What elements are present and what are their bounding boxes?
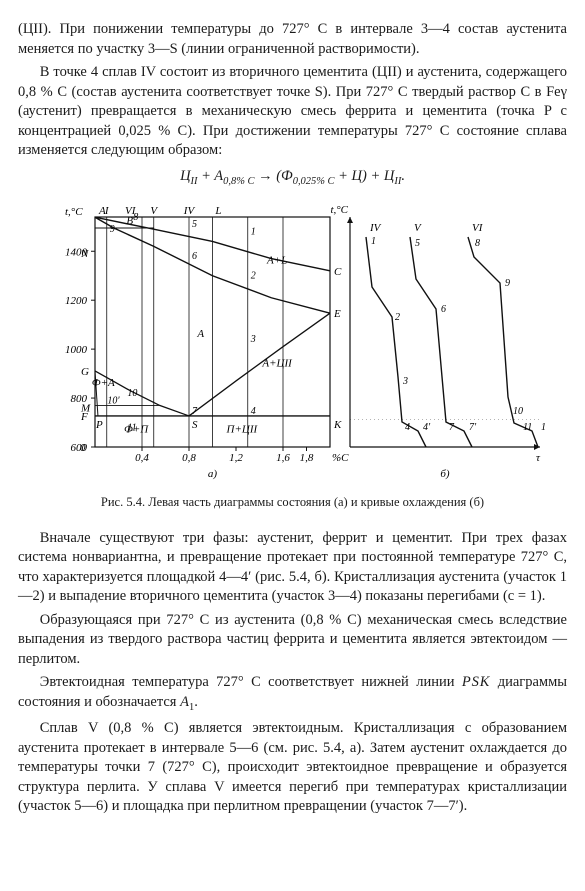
svg-text:t,°C: t,°C (330, 204, 348, 216)
svg-text:F: F (80, 411, 88, 423)
svg-text:C: C (334, 266, 342, 278)
svg-text:8: 8 (133, 212, 138, 223)
equation: ЦII + A0,8% С → (Ф0,025% С + Ц) + ЦII. (18, 167, 567, 189)
svg-text:0: 0 (80, 442, 86, 454)
svg-text:9: 9 (505, 278, 510, 289)
svg-text:IV: IV (369, 222, 382, 234)
svg-text:V: V (414, 222, 422, 234)
svg-text:1200: 1200 (65, 295, 88, 307)
svg-text:1: 1 (251, 226, 256, 237)
svg-text:2: 2 (395, 312, 400, 323)
svg-text:E: E (333, 308, 341, 320)
svg-text:1,8: 1,8 (300, 452, 314, 464)
svg-text:10: 10 (127, 388, 137, 399)
svg-text:K: K (333, 419, 342, 431)
svg-text:4: 4 (405, 422, 410, 433)
svg-text:1,6: 1,6 (276, 452, 290, 464)
svg-text:A+ЦII: A+ЦII (261, 357, 293, 369)
para-2: В точке 4 сплав IV состоит из вторичного… (18, 63, 567, 161)
svg-text:0,4: 0,4 (135, 452, 149, 464)
svg-text:t,°C: t,°C (65, 206, 83, 218)
svg-text:б): б) (440, 468, 450, 480)
svg-text:10': 10' (107, 395, 120, 406)
phase-diagram-svg: 600800100012001400t,°C0,40,81,21,61,8%СA… (40, 199, 545, 489)
svg-text:I: I (104, 205, 110, 217)
para-1: (ЦII). При понижении температуры до 727°… (18, 20, 567, 59)
svg-text:1,2: 1,2 (229, 452, 243, 464)
svg-text:1000: 1000 (65, 344, 88, 356)
svg-text:A: A (196, 328, 204, 340)
svg-text:4': 4' (423, 422, 431, 433)
svg-text:L: L (214, 205, 221, 217)
svg-text:7: 7 (449, 422, 455, 433)
para-4: Образующаяся при 727° С из аустенита (0,… (18, 611, 567, 670)
svg-text:7': 7' (469, 422, 477, 433)
para-3: Вначале существуют три фазы: аустенит, ф… (18, 529, 567, 607)
svg-text:0,8: 0,8 (182, 452, 196, 464)
svg-text:%С: %С (332, 452, 349, 464)
svg-text:а): а) (208, 468, 218, 480)
para-6: Сплав V (0,8 % С) является эвтектоидным.… (18, 719, 567, 817)
svg-text:6: 6 (441, 304, 446, 315)
svg-text:11: 11 (127, 422, 136, 433)
figure-caption: Рис. 5.4. Левая часть диаграммы состояни… (18, 495, 567, 511)
svg-text:9: 9 (110, 224, 115, 235)
svg-text:P: P (95, 419, 103, 431)
svg-text:5: 5 (415, 238, 420, 249)
svg-text:3: 3 (402, 376, 408, 387)
svg-text:τ: τ (536, 452, 541, 464)
svg-text:11: 11 (523, 422, 532, 433)
svg-text:S: S (192, 419, 198, 431)
svg-text:G: G (81, 366, 89, 378)
svg-text:IV: IV (183, 205, 196, 217)
svg-text:V: V (150, 205, 158, 217)
svg-text:П+ЦII: П+ЦII (226, 423, 259, 435)
svg-text:6: 6 (192, 251, 197, 262)
svg-text:VI: VI (472, 222, 484, 234)
svg-text:A+L: A+L (266, 254, 287, 266)
svg-text:5: 5 (192, 219, 197, 230)
svg-text:10: 10 (513, 406, 523, 417)
svg-text:1: 1 (371, 236, 376, 247)
svg-text:3: 3 (250, 334, 256, 345)
svg-text:11': 11' (541, 422, 545, 433)
svg-text:Ф+А: Ф+А (92, 377, 115, 389)
para-5: Эвтектоидная температура 727° С соответс… (18, 673, 567, 715)
svg-text:2: 2 (251, 271, 256, 282)
svg-text:8: 8 (475, 238, 480, 249)
figure-5-4: 600800100012001400t,°C0,40,81,21,61,8%СA… (18, 199, 567, 489)
svg-text:N: N (80, 248, 89, 260)
svg-text:4: 4 (251, 406, 256, 417)
